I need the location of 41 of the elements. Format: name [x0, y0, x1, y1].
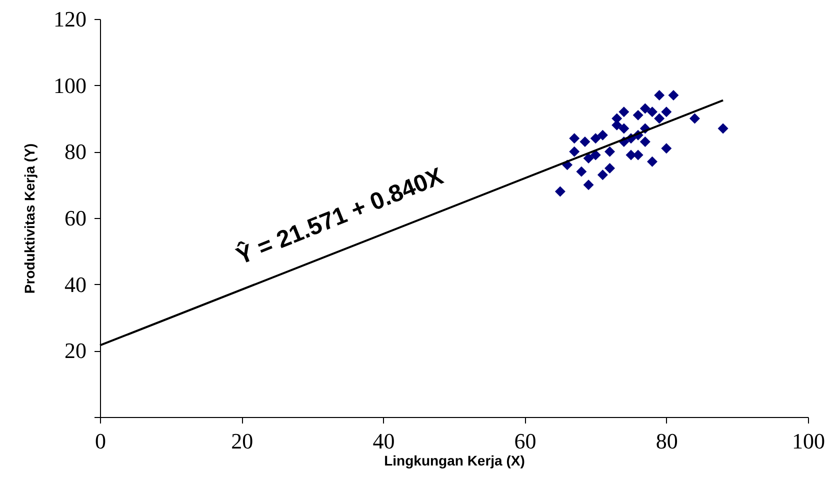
point [569, 146, 580, 157]
point [618, 106, 630, 118]
point [604, 146, 616, 157]
y-tick-label: 20 [64, 338, 86, 364]
y-tick-label: 60 [64, 206, 86, 230]
x-tick-label: 80 [656, 428, 678, 454]
point [576, 166, 587, 177]
x-tick-label: 40 [372, 428, 395, 454]
point [604, 163, 616, 174]
point [618, 123, 630, 134]
y-tick-label: 80 [64, 139, 86, 164]
point [654, 90, 665, 101]
point [597, 130, 608, 140]
point [668, 90, 679, 101]
y-tick-label: 40 [64, 272, 86, 297]
point [661, 143, 672, 154]
point [640, 103, 650, 114]
point [640, 136, 650, 147]
point [718, 123, 728, 134]
point [646, 106, 658, 118]
point [554, 186, 566, 197]
point [654, 113, 665, 124]
point [661, 106, 672, 118]
x-tick-label: 20 [231, 428, 254, 454]
y-tick-label: 120 [54, 6, 86, 32]
x-tick-label: 60 [514, 428, 536, 454]
x-tick-label: 0 [95, 428, 106, 454]
point [632, 110, 644, 120]
point [583, 153, 594, 164]
x-tick-label: 100 [792, 428, 825, 454]
point [689, 113, 700, 124]
point [590, 150, 601, 160]
point [597, 170, 608, 180]
point [580, 136, 590, 147]
x-axis-title: Lingkungan Kerja (X) [384, 452, 525, 468]
point [583, 180, 594, 190]
y-axis-title: Produktivitas Kerja (Y) [22, 143, 38, 294]
point [646, 156, 658, 167]
point [569, 133, 580, 144]
y-tick-label: 100 [54, 72, 86, 98]
point [590, 133, 601, 144]
